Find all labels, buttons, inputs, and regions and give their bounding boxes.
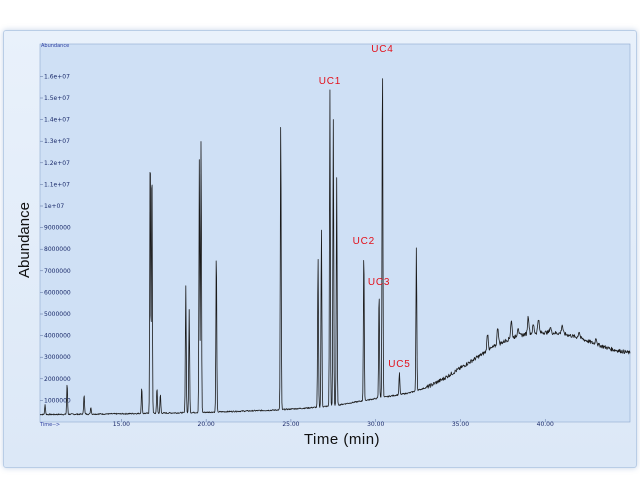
y-tick-label: 6000000	[44, 289, 71, 296]
y-tick-marks	[40, 76, 43, 401]
y-tick-label: 1.6e+07	[44, 73, 70, 80]
y-tick-label: 5000000	[44, 311, 71, 318]
peak-label-uc2: UC2	[353, 236, 375, 247]
x-tick-label: 15.00	[113, 421, 130, 428]
x-tick-labels: 15.00 20.00 25.00 30.00 35.00 40.00	[113, 419, 554, 428]
y-axis-label: Abundance	[16, 202, 33, 278]
y-tick-label: 1.2e+07	[44, 160, 70, 167]
y-tick-labels: 1000000 2000000 3000000 4000000 5000000 60000…	[44, 73, 71, 404]
chromatogram-trace	[39, 78, 631, 416]
peak-label-uc4: UC4	[371, 44, 393, 55]
y-tick-label: 1e+07	[44, 203, 64, 210]
x-tick-label: 40.00	[537, 421, 554, 428]
bottom-axis-label: Time-->	[39, 422, 60, 428]
x-axis-label: Time (min)	[304, 431, 380, 448]
y-tick-label: 1.3e+07	[44, 138, 70, 145]
x-tick-label: 35.00	[452, 421, 469, 428]
peak-label-uc3: UC3	[368, 277, 390, 288]
y-tick-label: 2000000	[44, 376, 71, 383]
y-tick-label: 1000000	[44, 397, 71, 404]
y-tick-label: 3000000	[44, 354, 71, 361]
y-tick-label: 9000000	[44, 225, 71, 232]
plot-area	[39, 43, 631, 423]
peak-label-uc1: UC1	[319, 76, 341, 87]
y-tick-label: 8000000	[44, 246, 71, 253]
y-tick-label: 1.4e+07	[44, 117, 70, 124]
y-tick-label: 7000000	[44, 268, 71, 275]
peak-label-uc5: UC5	[388, 359, 410, 370]
x-tick-label: 30.00	[367, 421, 384, 428]
peak-annotations: UC1 UC2 UC3 UC4 UC5	[319, 44, 410, 370]
top-axis-label: Abundance	[41, 43, 69, 49]
x-tick-label: 20.00	[198, 421, 215, 428]
y-tick-label: 1.5e+07	[44, 95, 70, 102]
y-tick-label: 4000000	[44, 333, 71, 340]
x-tick-label: 25.00	[282, 421, 299, 428]
y-tick-label: 1.1e+07	[44, 181, 70, 188]
